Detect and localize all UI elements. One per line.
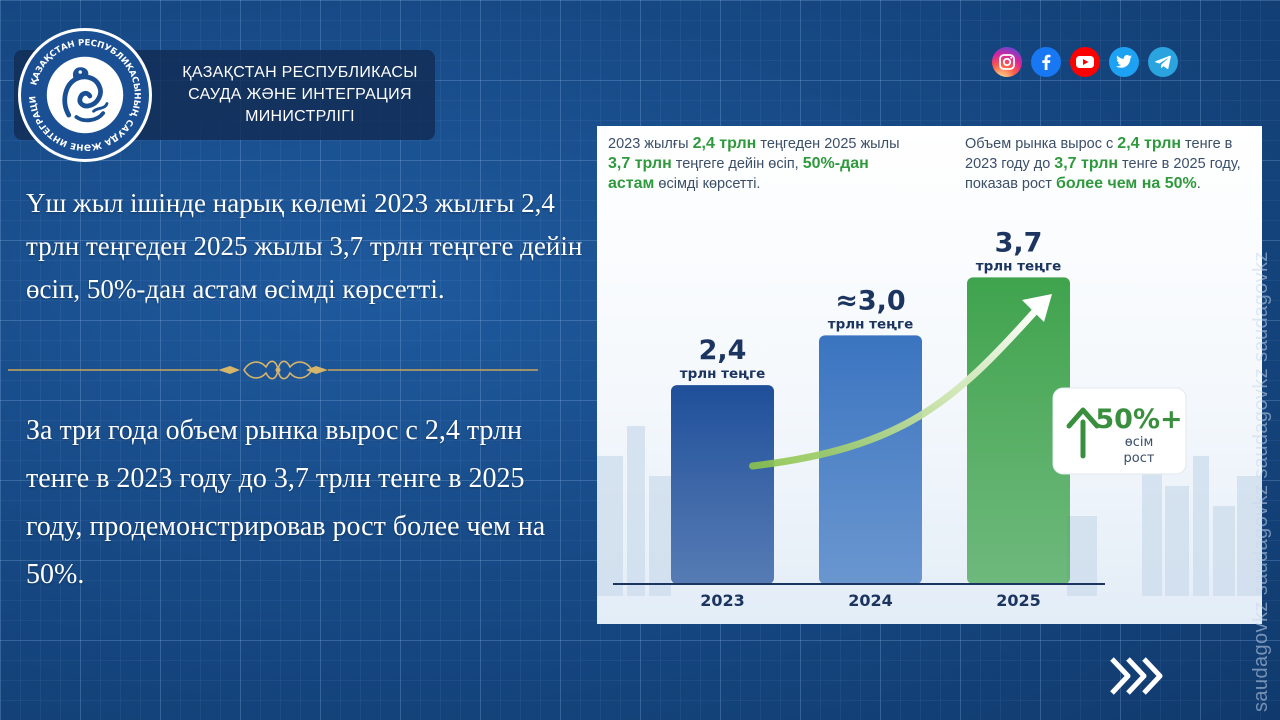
watermark: saudagovkz saudagovkz saudagovkz saudago… bbox=[1244, 0, 1280, 720]
gold-divider-ornament bbox=[8, 360, 538, 380]
tick-label-2025: 2025 bbox=[996, 591, 1041, 610]
ministry-title: ҚАЗАҚСТАН РЕСПУБЛИКАСЫ САУДА ЖӘНЕ ИНТЕГР… bbox=[150, 62, 450, 128]
tick-label-2024: 2024 bbox=[848, 591, 893, 610]
caption-highlight: 50%-дан астам bbox=[608, 155, 869, 192]
unit-label-2024: трлн теңге bbox=[828, 316, 914, 332]
twitter-icon[interactable] bbox=[1109, 47, 1139, 77]
facebook-icon[interactable] bbox=[1031, 47, 1061, 77]
caption-text: тенге в 2023 году до bbox=[965, 136, 1233, 172]
growth-chart-card: 2,4 трлн теңге 2023 ≈3,0 трлн теңге 2024 3,7 тр… bbox=[597, 126, 1262, 624]
up-arrow-icon bbox=[1066, 407, 1100, 459]
caption-highlight: 3,7 трлн bbox=[1054, 155, 1119, 172]
social-links bbox=[992, 47, 1178, 77]
caption-text: теңгеге дейін өсіп, bbox=[671, 156, 803, 172]
growth-arrow bbox=[749, 294, 1052, 470]
bar-2024 bbox=[819, 335, 922, 584]
badge-line-2: рост bbox=[1124, 451, 1155, 466]
next-chevrons-icon[interactable] bbox=[1108, 655, 1168, 697]
caption-highlight: 2,4 трлн bbox=[692, 135, 757, 152]
ministry-line-1: ҚАЗАҚСТАН РЕСПУБЛИКАСЫ bbox=[182, 64, 418, 81]
caption-text: Объем рынка вырос с bbox=[965, 136, 1118, 152]
caption-highlight: более чем на 50% bbox=[1055, 175, 1197, 192]
caption-text: . bbox=[1196, 176, 1201, 192]
badge-value: 50%+ bbox=[1095, 404, 1182, 435]
arrow-head bbox=[1022, 294, 1052, 322]
caption-highlight: 3,7 трлн bbox=[608, 155, 672, 172]
ministry-emblem: ҚАЗАҚСТАН РЕСПУБЛИКАСЫНЫҢ САУДА ЖӘНЕ ИНТ… bbox=[17, 24, 152, 162]
watermark-text: saudagovkz saudagovkz saudagovkz saudago… bbox=[1250, 251, 1272, 712]
ministry-line-2: САУДА ЖӘНЕ ИНТЕГРАЦИЯ bbox=[188, 86, 412, 103]
chart-caption-kz: 2023 жылғы 2,4 трлн теңгеден 2025 жылы 3… bbox=[608, 134, 908, 194]
caption-highlight: 2,4 трлн bbox=[1117, 135, 1182, 152]
emblem-icon: ҚАЗАҚСТАН РЕСПУБЛИКАСЫНЫҢ САУДА ЖӘНЕ ИНТ… bbox=[17, 24, 145, 155]
youtube-icon[interactable] bbox=[1070, 47, 1100, 77]
bar-2023 bbox=[671, 385, 774, 584]
telegram-icon[interactable] bbox=[1148, 47, 1178, 77]
value-label-2025: 3,7 bbox=[995, 227, 1043, 258]
kazakh-description: Үш жыл ішінде нарық көлемі 2023 жылғы 2,… bbox=[26, 188, 583, 304]
unit-label-2025: трлн теңге bbox=[976, 258, 1062, 274]
city-skyline bbox=[597, 426, 1262, 596]
caption-text: 2023 жылғы bbox=[608, 136, 693, 152]
arrow-curve bbox=[749, 304, 1042, 470]
tick-label-2023: 2023 bbox=[700, 591, 745, 610]
badge-box bbox=[1052, 387, 1187, 475]
value-label-2024: ≈3,0 bbox=[835, 285, 905, 316]
chart-caption-ru: Объем рынка вырос с 2,4 трлн тенге в 202… bbox=[965, 134, 1262, 194]
badge-line-1: өсім bbox=[1125, 435, 1154, 450]
unit-label-2023: трлн теңге bbox=[680, 366, 766, 382]
caption-text: теңгеден 2025 жылы bbox=[756, 136, 900, 152]
caption-text: өсімді көрсетті. bbox=[654, 176, 761, 192]
value-label-2023: 2,4 bbox=[699, 335, 747, 366]
caption-text: тенге в 2025 году, показав рост bbox=[965, 156, 1241, 192]
russian-description: За три года объем рынка вырос с 2,4 трлн… bbox=[26, 415, 546, 590]
ministry-line-3: МИНИСТРЛІГІ bbox=[245, 108, 355, 125]
instagram-icon[interactable] bbox=[992, 47, 1022, 77]
